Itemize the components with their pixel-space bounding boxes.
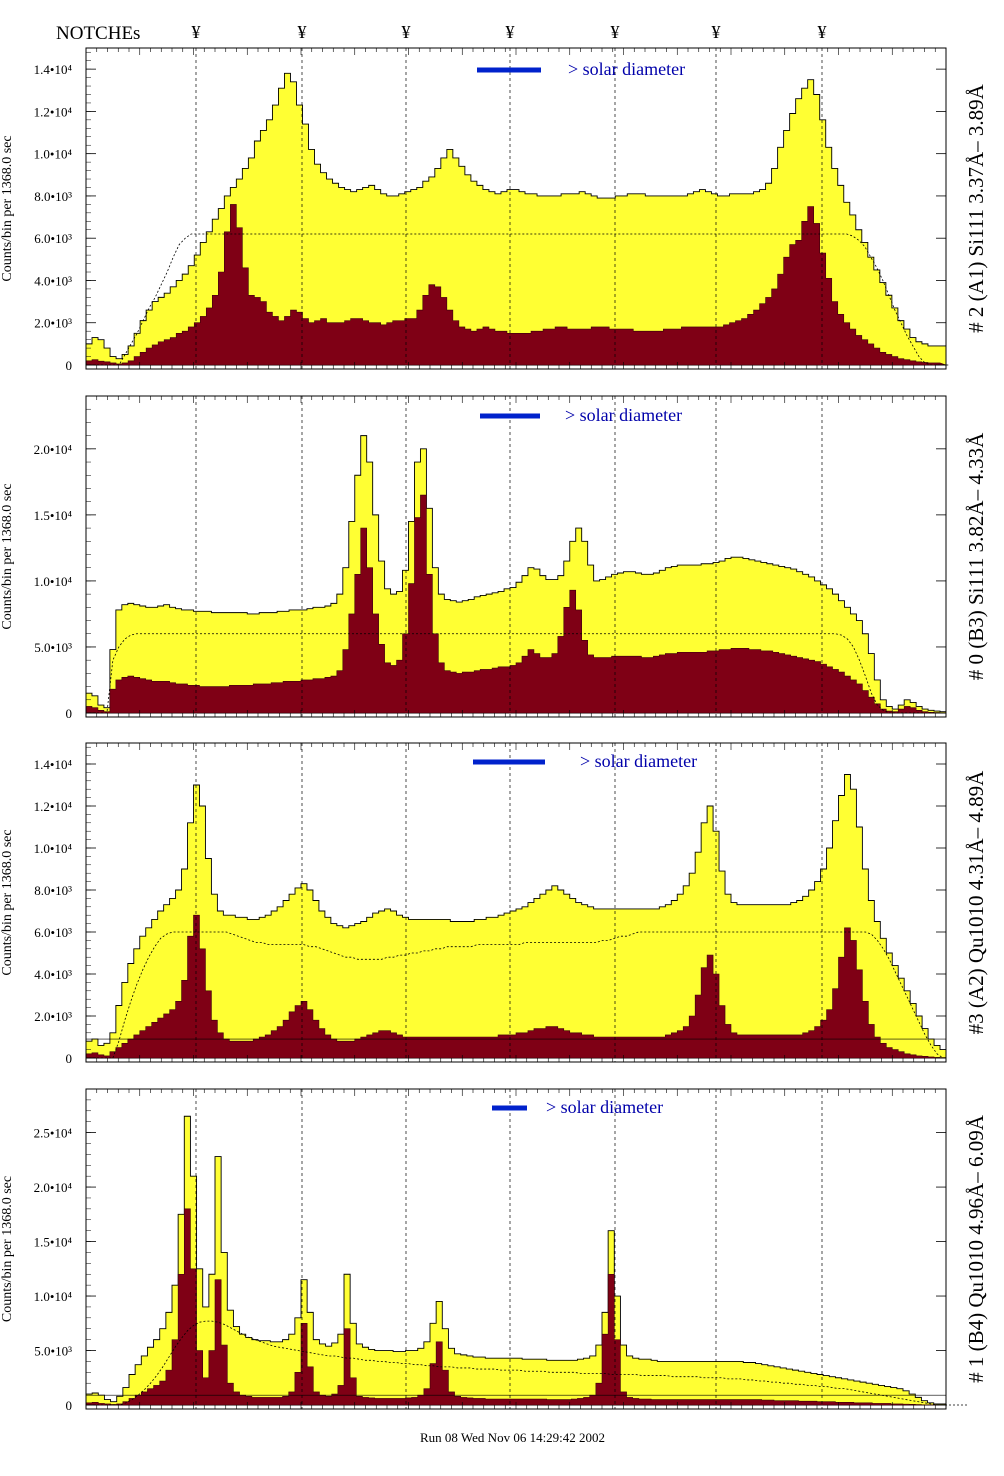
notch-marks: ¥ ¥ ¥ ¥ ¥ ¥ ¥ [192,22,827,42]
panel-3: 0 2.0•10³ 4.0•10³ 6.0•10³ 8.0•10³ 1.0•10⁴ 1.2•… [0,742,988,1066]
y-tick-label: 5.0•10³ [34,1344,72,1359]
y-axis-label: Counts/bin per 1368.0 sec [0,829,15,975]
y-axis-label: Counts/bin per 1368.0 sec [0,483,15,629]
y-tick-label: 2.0•10³ [34,1009,72,1024]
y-tick-label: 1.5•10⁴ [34,508,73,523]
series-total-counts [85,435,947,714]
y-tick-label: 1.0•10⁴ [34,147,73,162]
panel-1: 0 2.0•10³ 4.0•10³ 6.0•10³ 8.0•10³ 1.0•10⁴ 1.2•… [0,47,988,373]
notch-symbol-2: ¥ [298,22,307,42]
notch-symbol-1: ¥ [192,22,201,42]
panel-title: # 1 (B4) Qu1010 4.96Å– 6.09Å [964,1114,988,1383]
y-tick-label: 1.5•10⁴ [34,1235,73,1250]
series-total-counts [85,72,947,366]
panels: 0 2.0•10³ 4.0•10³ 6.0•10³ 8.0•10³ 1.0•10⁴ 1.2•… [0,47,988,1413]
legend-label: > solar diameter [568,59,685,79]
y-tick-label: 1.4•10⁴ [34,757,73,772]
legend-label: > solar diameter [546,1097,663,1117]
series-detail-counts [85,914,947,1059]
y-tick-label: 5.0•10³ [34,640,72,655]
panel-2: 0 5.0•10³ 1.0•10⁴ 1.5•10⁴ 2.0•10⁴ Counts/bin … [0,395,988,721]
baseline-model [88,633,944,714]
notch-symbol-3: ¥ [402,22,411,42]
y-tick-label: 6.0•10³ [34,925,72,940]
y-tick-label: 2.0•10⁴ [34,1180,73,1195]
y-tick-label: 1.0•10⁴ [34,574,73,589]
legend-label: > solar diameter [565,405,682,425]
series-detail-counts [85,204,947,366]
y-tick-label: 0 [66,1398,73,1413]
y-axis-label: Counts/bin per 1368.0 sec [0,135,15,281]
y-tick-label: 8.0•10³ [34,189,72,204]
y-tick-label: 0 [66,1051,73,1066]
series-detail-counts [85,1208,947,1406]
y-tick-label: 1.2•10⁴ [34,799,73,814]
notch-symbol-7: ¥ [818,22,827,42]
y-tick-label: 1.0•10⁴ [34,1289,73,1304]
y-tick-label: 1.2•10⁴ [34,104,73,119]
series-detail-counts [85,494,947,714]
y-axis-label: Counts/bin per 1368.0 sec [0,1176,15,1322]
y-tick-label: 0 [66,706,73,721]
panel-title: # 0 (B3) Si111 3.82Å– 4.33Å [964,432,988,680]
y-tick-label: 4.0•10³ [34,273,72,288]
legend-label: > solar diameter [580,751,697,771]
notch-symbol-5: ¥ [611,22,620,42]
notch-symbol-6: ¥ [712,22,721,42]
panel-4: 0 5.0•10³ 1.0•10⁴ 1.5•10⁴ 2.0•10⁴ 2.5•10⁴ Coun… [0,1088,988,1413]
run-info: Run 08 Wed Nov 06 14:29:42 2002 [420,1430,605,1445]
panel-title: #3 (A2) Qu1010 4.31Å– 4.89Å [964,770,988,1034]
baseline-model [89,233,950,366]
notch-symbol-4: ¥ [506,22,515,42]
y-tick-label: 4.0•10³ [34,967,72,982]
y-tick-label: 1.0•10⁴ [34,841,73,856]
baseline-model [88,931,944,1059]
panel-title: # 2 (A1) Si111 3.37Å– 3.89Å [964,83,988,333]
y-tick-label: 2.5•10⁴ [34,1126,73,1141]
y-tick-label: 2.0•10³ [34,316,72,331]
y-tick-label: 1.4•10⁴ [34,62,73,77]
y-tick-label: 0 [66,358,73,373]
y-tick-label: 2.0•10⁴ [34,442,73,457]
y-tick-label: 6.0•10³ [34,231,72,246]
baseline-model [89,1320,968,1406]
y-tick-label: 8.0•10³ [34,883,72,898]
notches-label: NOTCHEs [56,23,140,44]
